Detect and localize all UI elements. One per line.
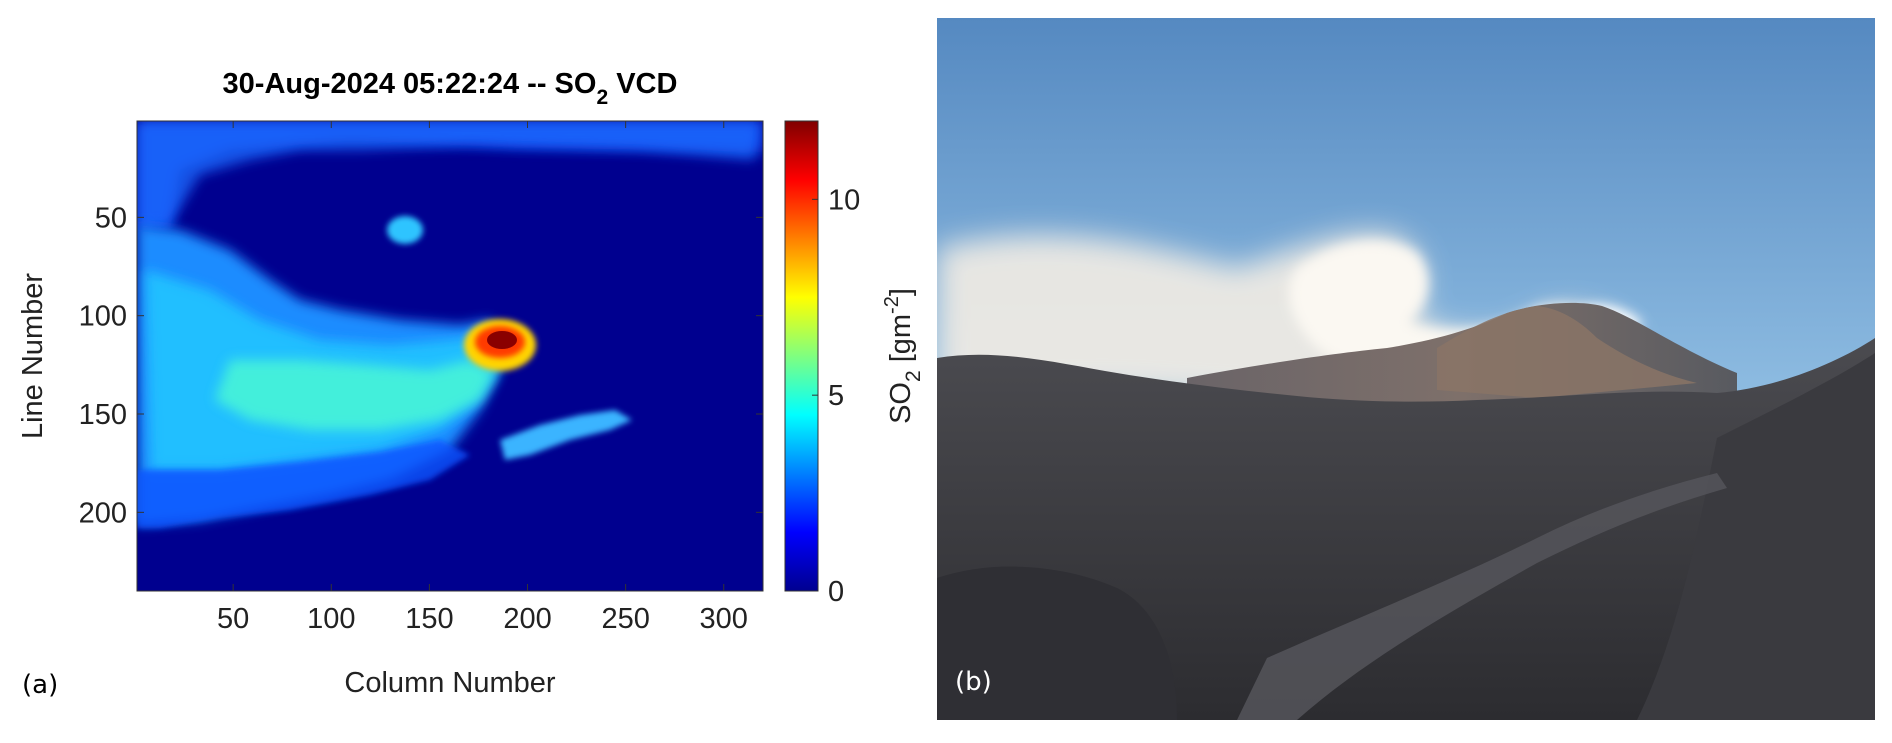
panel-label-b: (b) [955, 667, 992, 697]
x-tick-label: 200 [503, 603, 551, 635]
heatmap-image [137, 121, 763, 591]
chart-title-subscript: 2 [596, 86, 608, 109]
colorbar-label-superscript: -2 [881, 296, 903, 314]
volcano-photo-panel: (b) [937, 18, 1875, 720]
colorbar-label: SO2 [gm-2] [881, 288, 925, 424]
plot-frame [136, 120, 764, 592]
plume-patch [387, 216, 423, 244]
colorbar-label-unit: [gm [885, 314, 917, 370]
colorbar-label-subscript: 2 [902, 370, 925, 382]
colorbar-tick-label: 5 [828, 380, 844, 412]
colorbar-label-main: SO [885, 382, 917, 424]
colorbar-axis: 0 5 10 [812, 184, 860, 608]
dirt-track [1237, 473, 1727, 720]
chart-title-suffix: VCD [608, 68, 677, 100]
plume-upper-band [137, 121, 760, 228]
colorbar-tick-label: 10 [828, 184, 860, 216]
x-axis-label: Column Number [344, 667, 555, 699]
chart-title: 30-Aug-2024 05:22:24 -- SO2 VCD [223, 68, 678, 109]
volcano-photo: (b) [937, 18, 1875, 720]
x-axis: 50 100 150 200 250 300 [217, 121, 748, 635]
x-tick-label: 50 [217, 603, 249, 635]
hotspot-core [487, 331, 517, 349]
plume-inner-core [215, 360, 495, 430]
summit-cone [1437, 306, 1697, 398]
colorbar-label-close: ] [885, 288, 917, 296]
y-tick-label: 200 [79, 497, 127, 529]
colorbar-tick-label: 0 [828, 576, 844, 608]
chart-title-main: 30-Aug-2024 05:22:24 -- SO [223, 68, 597, 100]
y-tick-label: 50 [95, 202, 127, 234]
plume-tail [500, 410, 632, 460]
foreground-mound [937, 566, 1177, 720]
x-tick-label: 300 [700, 603, 748, 635]
y-axis: 50 100 150 200 [79, 202, 763, 529]
panel-label-a: (a) [22, 670, 58, 700]
x-tick-label: 100 [307, 603, 355, 635]
plume-lower-fringe [137, 440, 470, 528]
y-tick-label: 150 [79, 399, 127, 431]
so2-heatmap-panel: 30-Aug-2024 05:22:24 -- SO2 VCD 50 100 150… [0, 0, 930, 738]
colorbar [784, 120, 819, 592]
x-tick-label: 150 [405, 603, 453, 635]
y-axis-label: Line Number [17, 273, 49, 439]
so2-heatmap-chart: 30-Aug-2024 05:22:24 -- SO2 VCD 50 100 150… [17, 68, 925, 700]
x-tick-label: 250 [601, 603, 649, 635]
foreground-ridge [937, 338, 1875, 720]
y-tick-label: 100 [79, 301, 127, 333]
foreground-slope-right [1637, 353, 1875, 720]
